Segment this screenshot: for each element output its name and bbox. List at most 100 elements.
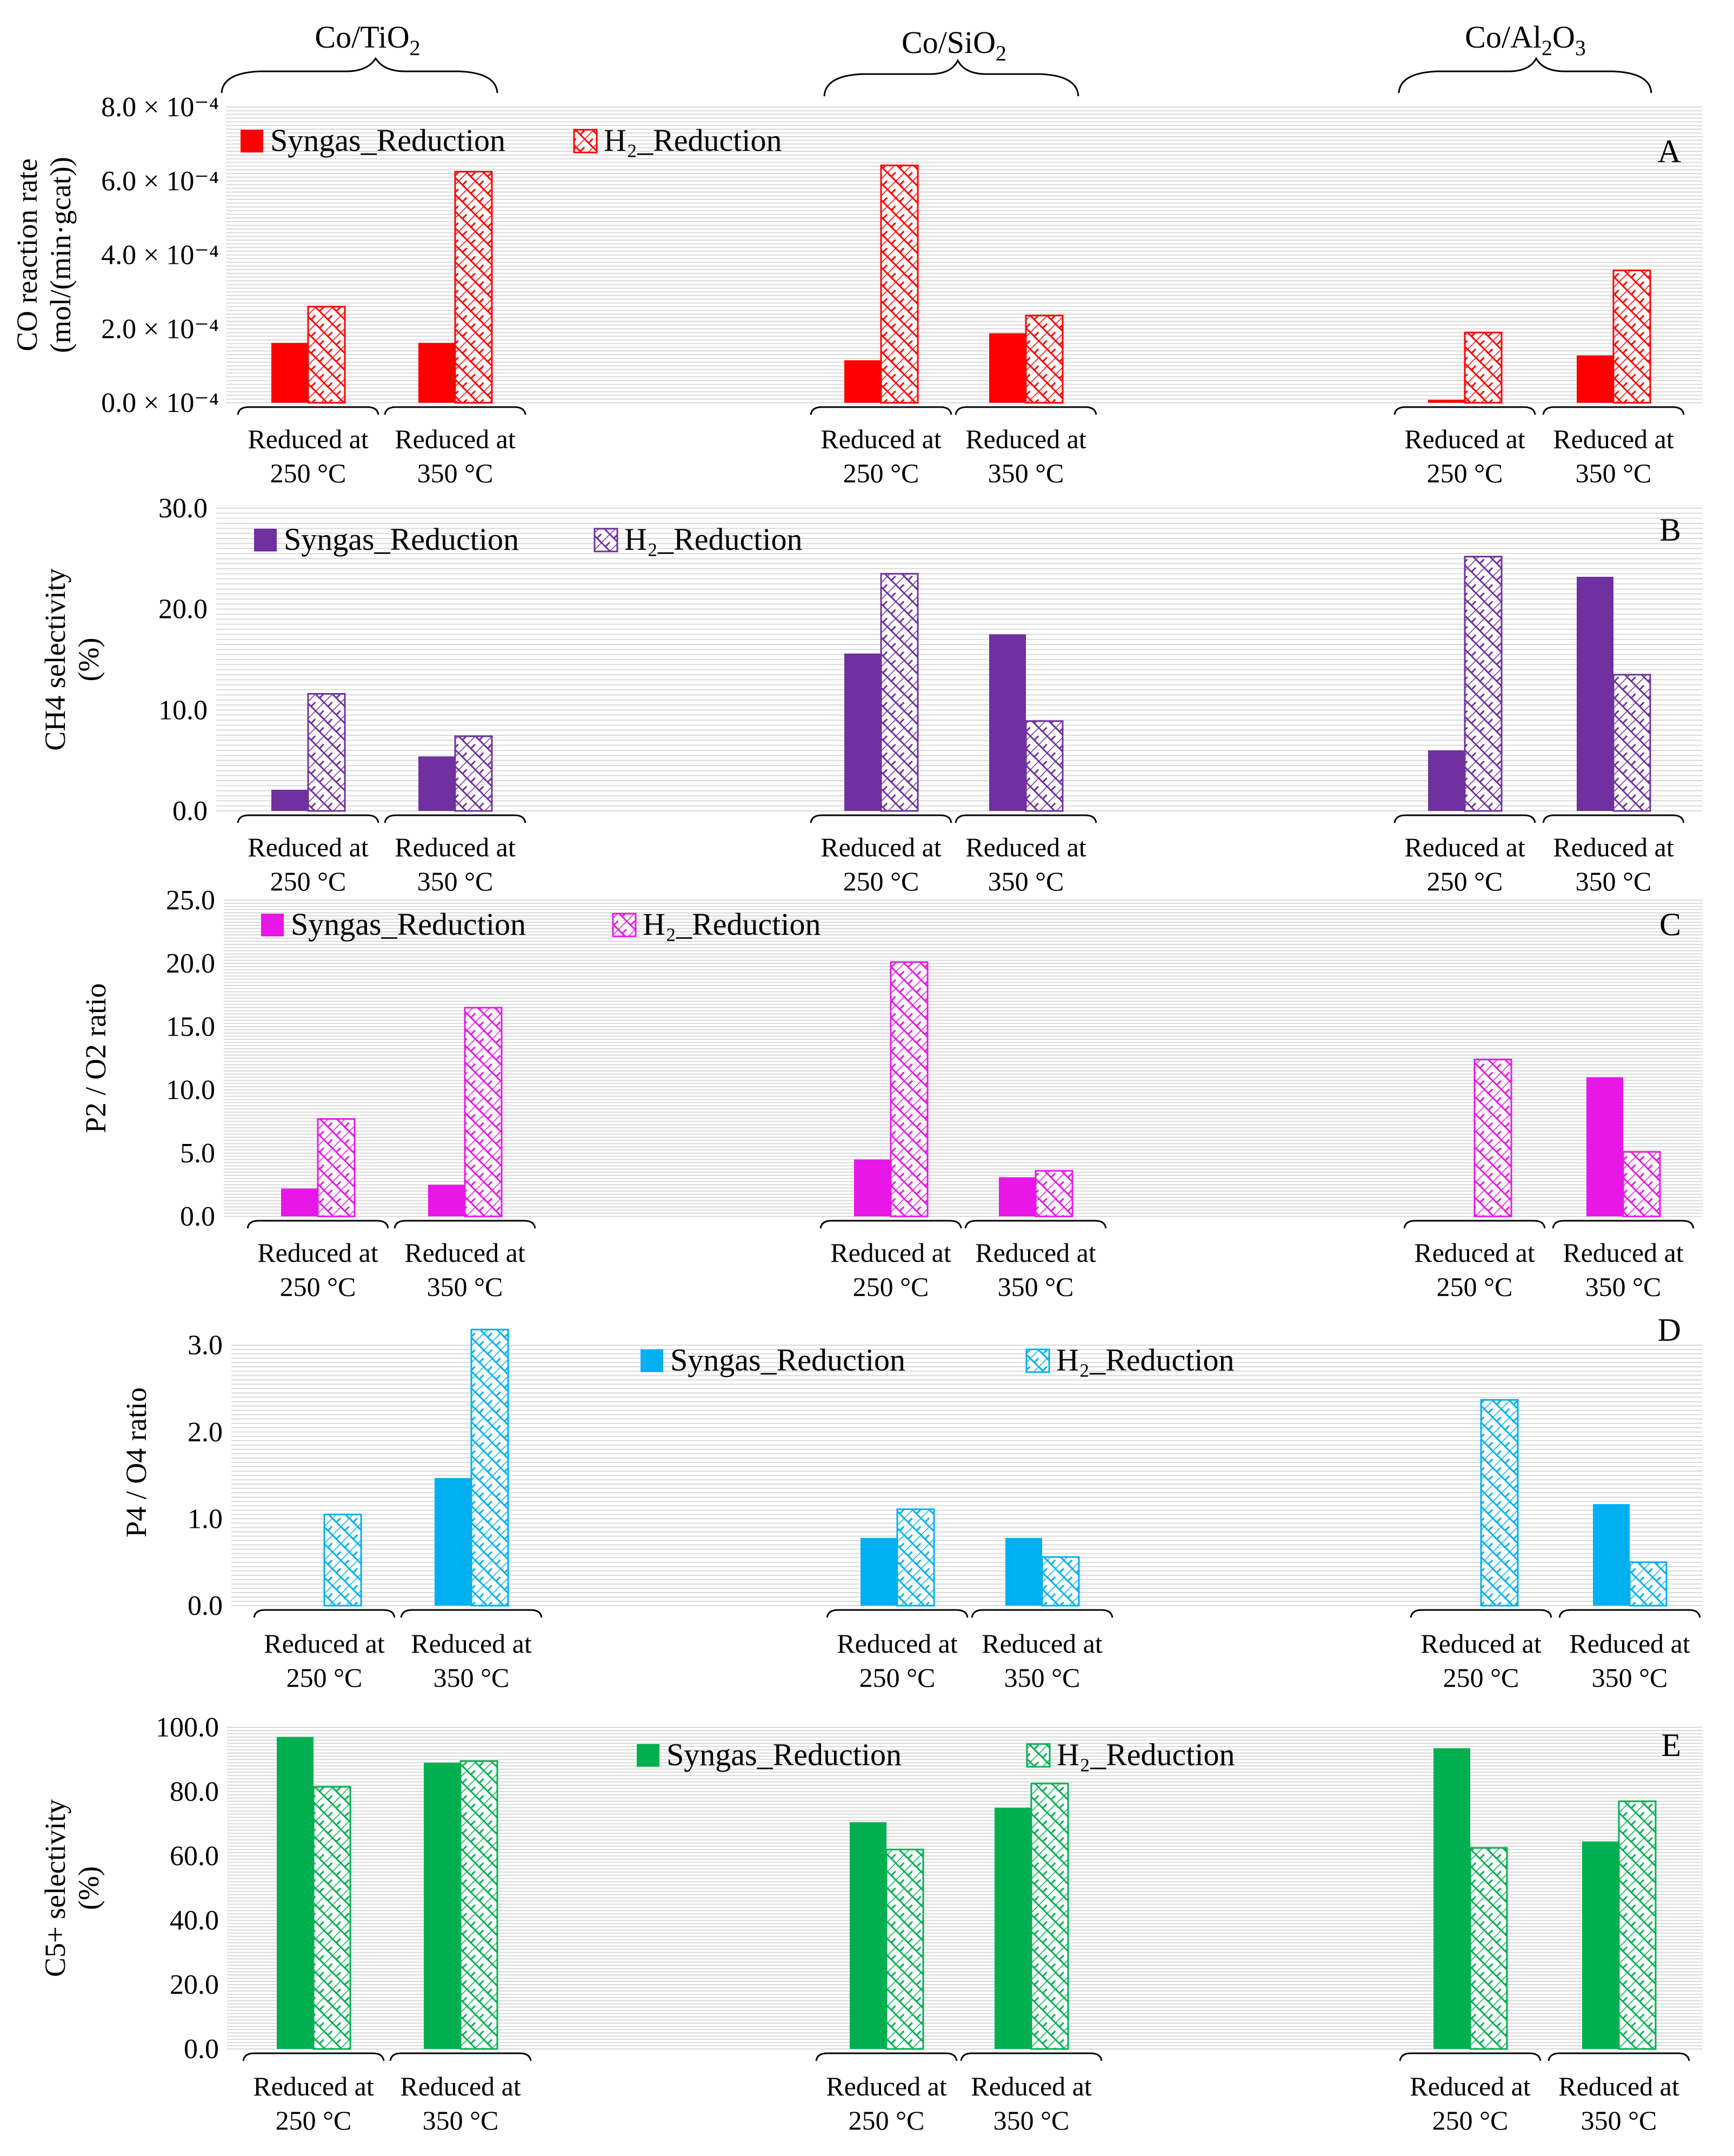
bar-h2 xyxy=(317,1118,356,1217)
category-label-temp: 250 °C xyxy=(1437,1272,1513,1302)
y-tick-label: 2.0 × 10⁻⁴ xyxy=(101,314,219,344)
category-label-temp: 250 °C xyxy=(853,1272,929,1302)
bar-syngas xyxy=(1428,750,1465,811)
category-label-temp: 350 °C xyxy=(417,458,493,488)
category-label-line1: Reduced at xyxy=(395,832,516,862)
y-tick-label: 8.0 × 10⁻⁴ xyxy=(101,92,219,123)
category-label-temp: 250 °C xyxy=(1427,458,1503,488)
y-axis-title: C5+ selectivity(%) xyxy=(39,1799,105,1977)
bar-syngas xyxy=(1428,400,1465,403)
bar-syngas xyxy=(277,1736,314,2049)
category-label-line1: Reduced at xyxy=(257,1237,378,1268)
legend-swatch-syngas xyxy=(241,130,263,152)
category-bracket xyxy=(1393,406,1536,415)
y-tick-label: 0.0 xyxy=(188,1591,223,1621)
category-label-temp: 250 °C xyxy=(843,458,919,488)
category-label-line1: Reduced at xyxy=(1558,2071,1679,2101)
category-bracket xyxy=(964,1220,1107,1229)
panel-letter: A xyxy=(1658,134,1681,169)
bar-h2 xyxy=(1612,269,1651,404)
category-label-temp: 250 °C xyxy=(859,1662,936,1693)
panel-letter: D xyxy=(1658,1312,1681,1348)
bars xyxy=(277,1736,1657,2050)
y-tick-label: 30.0 xyxy=(158,493,208,524)
y-tick-label: 2.0 xyxy=(188,1417,223,1448)
category-label-line1: Reduced at xyxy=(248,424,369,454)
category-label-temp: 250 °C xyxy=(849,2105,925,2135)
category-label-temp: 350 °C xyxy=(1585,1272,1662,1302)
legend-swatch-h2 xyxy=(1026,1743,1051,1768)
legend-label-syngas: Syngas_Reduction xyxy=(270,123,505,158)
bar-syngas xyxy=(1586,1077,1623,1216)
bar-syngas xyxy=(1577,576,1613,811)
legend-swatch-h2 xyxy=(612,913,637,937)
y-tick-label: 3.0 xyxy=(188,1330,223,1361)
y-tick-label: 0.0 xyxy=(184,2034,219,2065)
bars xyxy=(271,556,1651,812)
category-bracket xyxy=(384,406,526,415)
legend-label-syngas: Syngas_Reduction xyxy=(284,522,519,557)
category-bracket xyxy=(242,2052,385,2061)
category-bracket xyxy=(389,2052,532,2061)
panel-letter: E xyxy=(1661,1727,1681,1763)
category-label-line1: Reduced at xyxy=(1420,1628,1542,1659)
bar-h2 xyxy=(1025,720,1064,812)
category-label-line1: Reduced at xyxy=(965,424,1086,454)
bar-syngas xyxy=(989,634,1026,811)
category-label-temp: 250 °C xyxy=(270,458,346,488)
panel-letter: C xyxy=(1659,907,1681,942)
bar-h2 xyxy=(1618,1800,1657,2050)
category-label-line1: Reduced at xyxy=(404,1237,525,1268)
category-bracket xyxy=(971,1609,1113,1618)
category-label-line1: Reduced at xyxy=(248,832,369,862)
category-bracket xyxy=(1542,814,1685,823)
legend: Syngas_Reduction H₂_Reduction xyxy=(261,907,821,942)
category-label-temp: 350 °C xyxy=(1004,1662,1081,1693)
category-label-temp: 250 °C xyxy=(270,866,346,896)
bar-h2 xyxy=(1622,1151,1661,1217)
category-label-line1: Reduced at xyxy=(1410,2071,1531,2101)
legend-label-h2: H₂_Reduction xyxy=(1056,1342,1235,1378)
category-bracket xyxy=(1542,406,1685,415)
category-bracket xyxy=(1548,2052,1690,2061)
bar-h2 xyxy=(307,693,346,812)
category-bracket xyxy=(819,1220,962,1229)
category-bracket xyxy=(400,1609,543,1618)
category-label-temp: 350 °C xyxy=(427,1272,503,1302)
bar-syngas xyxy=(989,333,1026,403)
bar-h2 xyxy=(470,1328,509,1607)
legend-label-h2: H₂_Reduction xyxy=(1057,1737,1235,1772)
bar-syngas xyxy=(1593,1504,1630,1606)
category-bracket xyxy=(810,814,952,823)
category-label-temp: 250 °C xyxy=(1432,2105,1509,2135)
bar-h2 xyxy=(1035,1170,1073,1217)
y-tick-label: 6.0 × 10⁻⁴ xyxy=(101,166,219,197)
y-tick-label: 20.0 xyxy=(166,948,215,979)
bar-h2 xyxy=(1041,1556,1080,1607)
y-tick-label: 0.0 xyxy=(172,796,208,827)
y-axis-title: P2 / O2 ratio xyxy=(79,983,112,1134)
bar-h2 xyxy=(1464,556,1503,812)
bar-syngas xyxy=(844,653,881,811)
category-bracket xyxy=(955,814,1097,823)
category-label-line1: Reduced at xyxy=(264,1628,385,1659)
category-label-line1: Reduced at xyxy=(821,832,942,862)
category-label-line1: Reduced at xyxy=(411,1628,532,1659)
y-tick-label: 60.0 xyxy=(170,1841,219,1872)
panel-a: 0.0 × 10⁻⁴ 2.0 × 10⁻⁴ 4.0 × 10⁻⁴ 6.0 × 10⁻⁴… xyxy=(11,92,1703,488)
category-label-line1: Reduced at xyxy=(395,424,516,454)
legend-label-syngas: Syngas_Reduction xyxy=(670,1342,905,1378)
legend-label-h2: H₂_Reduction xyxy=(624,522,803,557)
bar-syngas xyxy=(1433,1748,1470,2049)
category-label-temp: 250 °C xyxy=(280,1272,356,1302)
y-tick-label: 1.0 xyxy=(188,1503,223,1534)
category-label-line1: Reduced at xyxy=(1404,832,1525,862)
category-label-temp: 350 °C xyxy=(998,1272,1074,1302)
bar-syngas xyxy=(995,1807,1031,2049)
catalyst-headers: Co/TiO2 Co/SiO2 Co/Al2O3 xyxy=(221,19,1652,97)
y-tick-label: 25.0 xyxy=(166,885,215,916)
category-label-line1: Reduced at xyxy=(837,1628,958,1659)
y-tick-label: 5.0 xyxy=(180,1138,215,1169)
y-tick-label: 4.0 × 10⁻⁴ xyxy=(101,240,219,271)
